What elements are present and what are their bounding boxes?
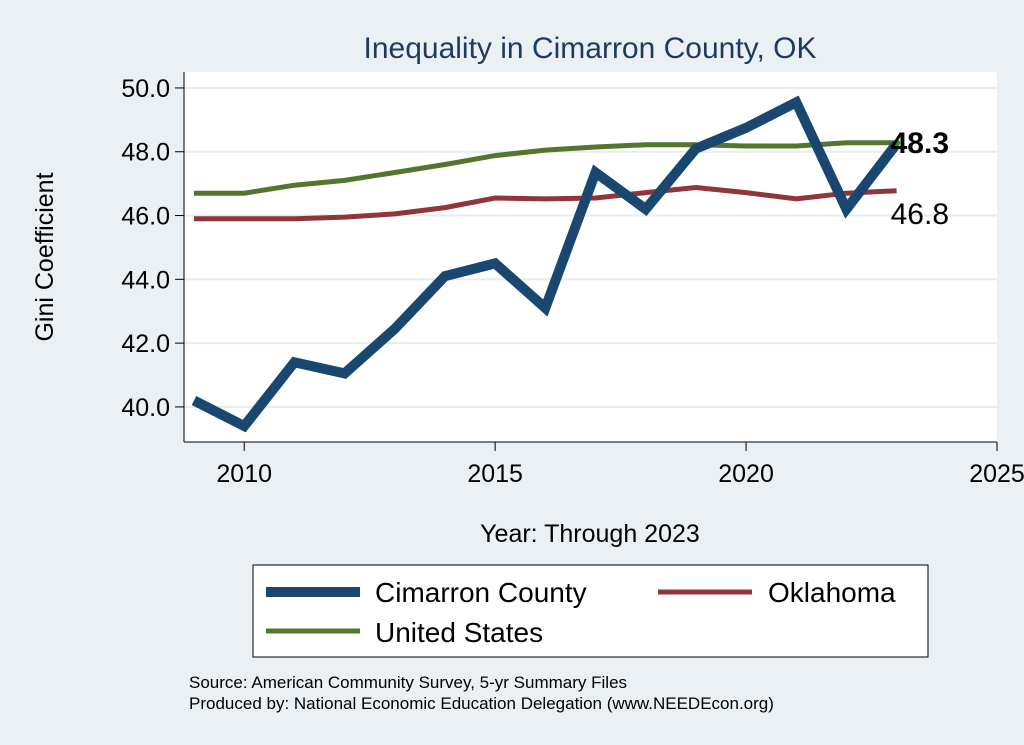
y-tick-label: 40.0	[121, 394, 170, 422]
series-line-oklahoma	[194, 184, 897, 222]
y-tick-label: 44.0	[121, 266, 170, 294]
x-tick-label: 2015	[467, 460, 523, 488]
end-value-label: 48.3	[891, 127, 949, 160]
x-tick-label: 2020	[718, 460, 774, 488]
y-axis-title: Gini Coefficient	[31, 172, 59, 341]
legend-label-cimarron-county: Cimarron County	[375, 577, 587, 608]
x-tick-label: 2010	[216, 460, 272, 488]
legend-box	[252, 564, 929, 658]
legend: Cimarron County Oklahoma United States	[252, 564, 929, 658]
end-labels: 48.3 46.8	[891, 127, 949, 231]
series-lines	[191, 95, 901, 433]
series-line-united-states	[194, 140, 897, 196]
plot-area	[184, 72, 997, 442]
chart-title: Inequality in Cimarron County, OK	[364, 32, 817, 65]
source-note: Source: American Community Survey, 5-yr …	[189, 673, 627, 692]
series-end-marker	[893, 139, 901, 147]
legend-label-united-states: United States	[375, 617, 543, 648]
y-tick-label: 46.0	[121, 203, 170, 231]
producer-note: Produced by: National Economic Education…	[189, 694, 774, 713]
end-value-label: 46.8	[891, 198, 949, 231]
y-tick-label: 50.0	[121, 75, 170, 103]
y-tick-label: 48.0	[121, 139, 170, 167]
axes: 40.0 42.0 44.0 46.0 48.0 50.0 2010 2015 2020 2025	[121, 72, 1024, 488]
legend-label-oklahoma: Oklahoma	[768, 577, 896, 608]
series-line-cimarron-county	[191, 95, 901, 433]
y-tick-label: 42.0	[121, 330, 170, 358]
x-axis-title: Year: Through 2023	[480, 520, 700, 548]
x-tick-label: 2025	[969, 460, 1024, 488]
